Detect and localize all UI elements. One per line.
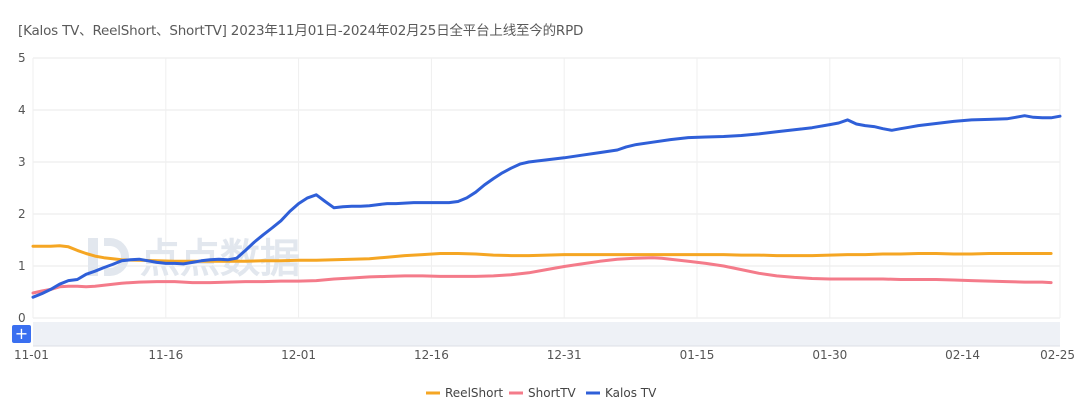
x-tick-label: 02-14 — [945, 348, 980, 362]
zoom-plus-button[interactable]: + — [12, 325, 31, 343]
series-line-shorttv — [31, 256, 1053, 295]
series-lines — [31, 114, 1062, 299]
series-line-kalos-tv — [31, 114, 1062, 299]
legend-item-shorttv[interactable]: ShortTV — [509, 386, 577, 400]
x-tick-label: 01-30 — [812, 348, 847, 362]
watermark-mark — [104, 238, 129, 276]
y-tick-label: 2 — [18, 207, 26, 221]
legend[interactable]: ReelShort ShortTV Kalos TV — [426, 386, 657, 400]
legend-label: Kalos TV — [605, 386, 657, 400]
legend-item-reelshort[interactable]: ReelShort — [426, 386, 503, 400]
x-tick-label: 12-31 — [547, 348, 582, 362]
y-tick-label: 3 — [18, 155, 26, 169]
chart-title: [Kalos TV、ReelShort、ShortTV] 2023年11月01日… — [18, 23, 584, 39]
range-navigator[interactable] — [33, 322, 1060, 347]
legend-item-kalos-tv[interactable]: Kalos TV — [586, 386, 657, 400]
y-tick-label: 0 — [18, 311, 26, 325]
legend-label: ReelShort — [445, 386, 503, 400]
navigator-track[interactable] — [33, 322, 1060, 346]
x-tick-label: 02-25 — [1040, 348, 1075, 362]
x-tick-label: 12-01 — [281, 348, 316, 362]
y-tick-label: 5 — [18, 51, 26, 65]
x-tick-label: 01-15 — [680, 348, 715, 362]
x-tick-label: 11-01 — [14, 348, 49, 362]
chart-grid — [32, 57, 1061, 319]
legend-label: ShortTV — [528, 386, 577, 400]
x-axis: 11-01 11-16 12-01 12-16 12-31 01-15 01-30 02-14… — [14, 348, 1075, 362]
x-tick-label: 11-16 — [148, 348, 183, 362]
x-tick-label: 12-16 — [414, 348, 449, 362]
y-tick-label: 4 — [18, 103, 26, 117]
y-tick-label: 1 — [18, 259, 26, 273]
y-axis: 0 1 2 3 4 5 — [18, 51, 26, 325]
